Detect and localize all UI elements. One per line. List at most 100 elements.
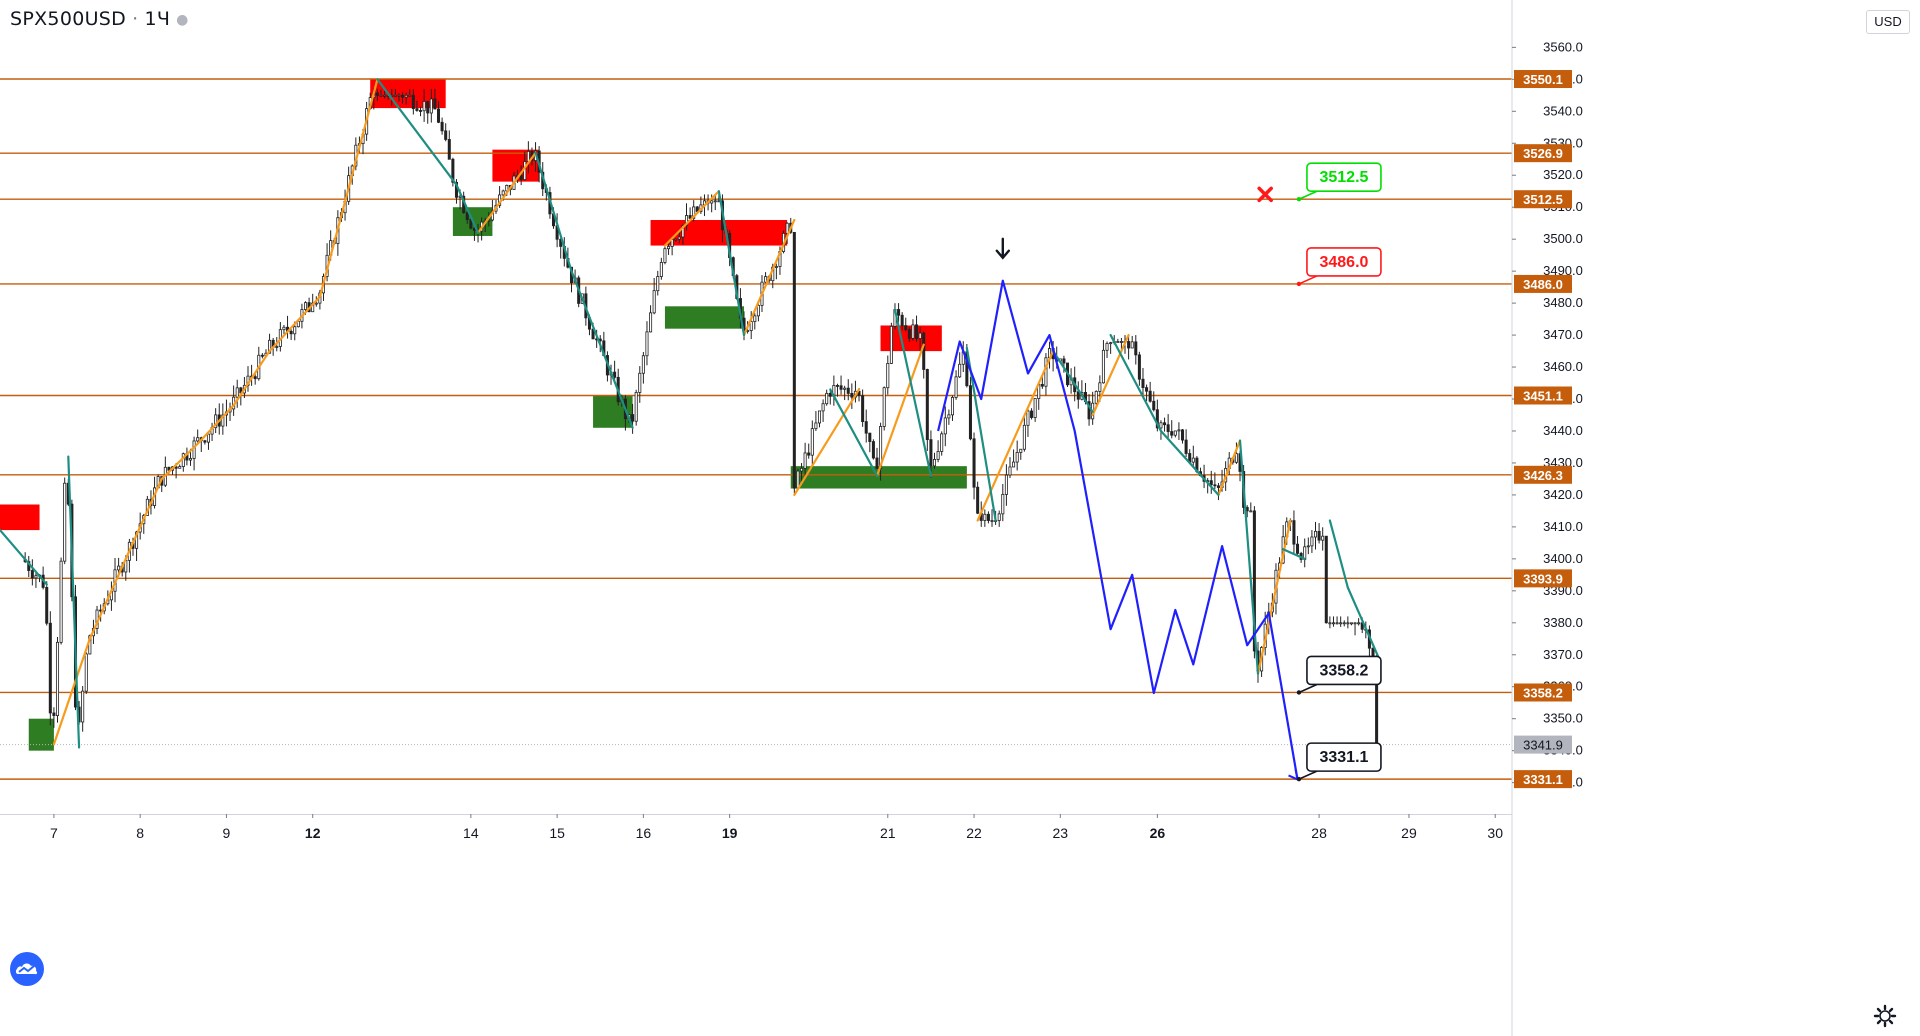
- candle-up: [1339, 622, 1343, 625]
- candle-up: [117, 565, 121, 571]
- candle-up: [1109, 342, 1113, 345]
- candle-up: [1310, 536, 1314, 547]
- candle-up: [756, 304, 760, 317]
- candle-up: [911, 324, 915, 339]
- time-tick-label: 29: [1401, 825, 1417, 841]
- price-callout[interactable]: 3486.0: [1296, 247, 1382, 287]
- plot-area[interactable]: [0, 0, 1512, 814]
- time-tick-label: 15: [549, 825, 565, 841]
- zigzag-up-leg: [1217, 439, 1242, 497]
- price-callout[interactable]: 3358.2: [1296, 655, 1382, 695]
- level-price-label: 3486.0: [1523, 277, 1563, 292]
- candle-down: [1137, 354, 1141, 380]
- gear-icon[interactable]: [1872, 1003, 1898, 1029]
- candle-up: [1159, 422, 1163, 429]
- level-price-badge: [1514, 144, 1572, 163]
- candle-down: [415, 108, 419, 111]
- candle-down: [922, 332, 926, 370]
- candle-up: [821, 403, 825, 412]
- supply-zone: [0, 504, 40, 531]
- candle-down: [174, 466, 178, 469]
- candle-up: [196, 437, 200, 442]
- candle-down: [440, 121, 444, 132]
- candle-up: [645, 331, 649, 357]
- candle-up: [932, 459, 937, 467]
- callout-pointer: [1298, 190, 1318, 200]
- candle-up: [656, 276, 660, 292]
- zigzag-down-leg: [717, 190, 746, 337]
- candle-up: [684, 215, 689, 226]
- zigzag-down-leg: [893, 308, 933, 477]
- candle-up: [681, 225, 685, 238]
- candle-up: [1306, 545, 1310, 548]
- time-tick-label: 12: [305, 825, 321, 841]
- level-price-label: 3550.1: [1523, 72, 1563, 87]
- candle-up: [501, 190, 505, 196]
- candle-down: [519, 174, 523, 181]
- symbol-header[interactable]: SPX500USD · 1Ч ●: [10, 8, 189, 30]
- candle-up: [214, 414, 218, 429]
- price-callout[interactable]: 3331.1: [1296, 742, 1382, 782]
- candle-down: [1062, 358, 1066, 364]
- candle-up: [282, 326, 286, 331]
- time-tick-label: 28: [1311, 825, 1327, 841]
- currency-button[interactable]: USD: [1866, 10, 1910, 34]
- callout-box: [1306, 655, 1382, 686]
- candle-up: [713, 200, 717, 203]
- forecast-path: [937, 279, 1299, 780]
- candle-up: [235, 387, 239, 398]
- level-price-label: 3331.1: [1523, 772, 1563, 787]
- candle-down: [871, 441, 875, 459]
- candle-up: [178, 466, 182, 469]
- candle-down: [972, 438, 976, 488]
- zigzag-down-leg: [1052, 349, 1094, 413]
- callout-anchor-dot: [1296, 690, 1302, 695]
- candle-down: [1152, 400, 1156, 411]
- callout-box: [1306, 742, 1382, 772]
- tradingview-logo-icon[interactable]: [10, 952, 44, 986]
- candle-down: [846, 387, 850, 394]
- price-callout[interactable]: 3512.5: [1296, 162, 1382, 202]
- zigzag-up-leg: [232, 349, 271, 407]
- interval-label[interactable]: 1Ч: [144, 8, 171, 30]
- candle-up: [1008, 466, 1012, 476]
- candle-up: [843, 387, 847, 390]
- price-axis[interactable]: 3330.03340.03350.03360.03370.03380.03390…: [1511, 0, 1583, 1036]
- candle-up: [84, 653, 88, 692]
- candle-up: [1335, 622, 1339, 625]
- candle-down: [260, 354, 264, 357]
- candle-up: [886, 363, 890, 389]
- candle-up: [397, 94, 401, 97]
- zigzag-down-leg: [1109, 333, 1163, 433]
- candle-up: [940, 433, 944, 452]
- candle-up: [663, 248, 667, 263]
- candle-down: [1170, 431, 1174, 436]
- zigzag-up-leg: [88, 557, 127, 640]
- callouts-layer: 3512.5 3486.0 3358.2 3331.1: [1296, 162, 1382, 782]
- candle-up: [649, 312, 653, 333]
- level-price-badge: [1514, 465, 1572, 484]
- candle-up: [753, 315, 757, 322]
- candle-down: [52, 712, 56, 716]
- price-tick-label: 3460.0: [1543, 359, 1583, 374]
- time-axis[interactable]: 7 8 9 12 14 15 16 19 21 22 23 26 28 29 30: [0, 814, 1512, 841]
- candle-up: [674, 238, 678, 241]
- level-price-badge: [1514, 274, 1572, 293]
- candle-down: [929, 439, 933, 467]
- candle-up: [81, 690, 85, 723]
- candle-up: [293, 326, 297, 335]
- symbol-name: SPX500USD: [10, 8, 127, 30]
- plot-background[interactable]: [0, 0, 1512, 814]
- candle-up: [983, 513, 987, 521]
- candle-up: [1004, 474, 1008, 495]
- level-price-badge: [1514, 569, 1572, 588]
- price-tick-label: 3560.0: [1543, 39, 1583, 54]
- candle-down: [1087, 401, 1091, 420]
- callout-label: 3331.1: [1319, 749, 1368, 766]
- candle-up: [958, 363, 962, 378]
- candle-up: [825, 392, 829, 405]
- zigzag-up-leg: [196, 404, 235, 445]
- zigzag-up-leg: [160, 442, 199, 481]
- time-tick-label: 30: [1487, 825, 1503, 841]
